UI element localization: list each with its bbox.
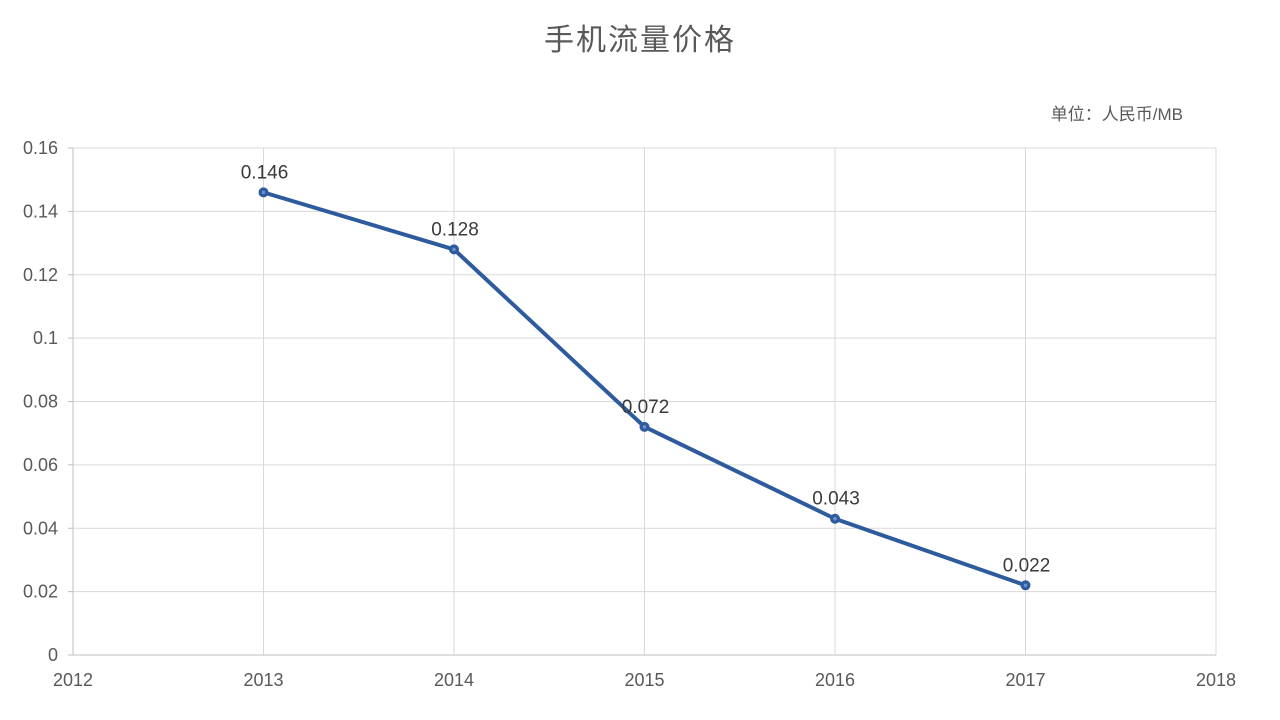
- y-axis-tick-label: 0.08: [23, 392, 58, 412]
- y-axis-tick-label: 0.16: [23, 138, 58, 158]
- y-axis-tick-label: 0.1: [33, 328, 58, 348]
- y-axis-tick-label: 0.04: [23, 518, 58, 538]
- x-axis-tick-label: 2018: [1196, 670, 1236, 690]
- data-point-marker-center: [642, 425, 647, 429]
- y-axis-tick-label: 0.06: [23, 455, 58, 475]
- data-point-label: 0.146: [241, 162, 289, 183]
- x-axis-tick-label: 2017: [1005, 670, 1045, 690]
- x-axis-tick-label: 2016: [815, 670, 855, 690]
- chart-title: 手机流量价格: [544, 24, 736, 57]
- data-point-label: 0.128: [431, 219, 479, 240]
- data-point-marker-center: [261, 190, 266, 195]
- y-axis-tick-label: 0.14: [23, 201, 58, 221]
- x-axis-tick-label: 2014: [434, 670, 474, 690]
- y-axis-tick-label: 0: [48, 645, 58, 665]
- data-point-marker-center: [452, 247, 456, 252]
- unit-label: 单位：人民币/MB: [1050, 105, 1183, 124]
- y-axis-tick-label: 0.12: [23, 265, 58, 285]
- x-axis-tick-label: 2012: [53, 670, 93, 690]
- y-axis-tick-label: 0.02: [23, 582, 58, 602]
- x-axis-tick-label: 2013: [243, 670, 283, 690]
- x-axis-tick-label: 2015: [624, 670, 664, 690]
- data-point-label: 0.072: [622, 397, 670, 418]
- data-point-marker-center: [833, 517, 837, 521]
- data-point-label: 0.043: [812, 489, 860, 510]
- data-point-marker-center: [1023, 583, 1028, 587]
- data-point-label: 0.022: [1003, 555, 1051, 576]
